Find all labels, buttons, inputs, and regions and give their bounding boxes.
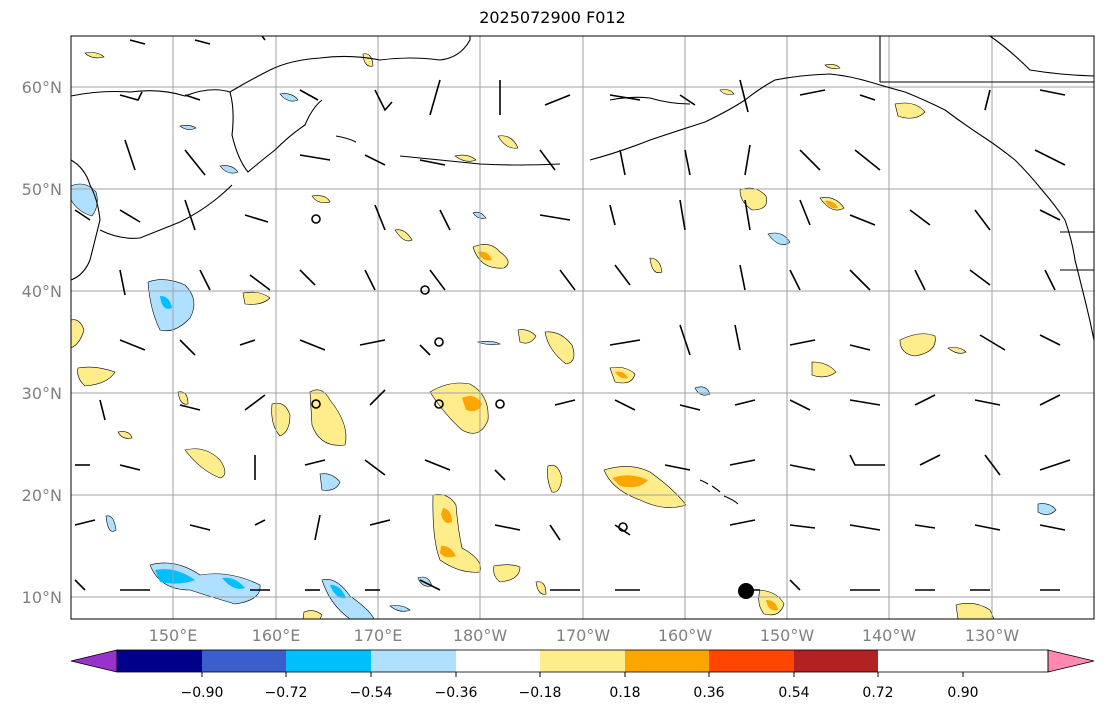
lat-label: 20°N [22,486,62,505]
colorbar-label: 0.90 [947,685,978,701]
lon-label: 170°W [556,626,611,645]
colorbar-cell [202,650,286,672]
colorbar-cell [794,650,878,672]
colorbar-cell [540,650,625,672]
map-area [70,35,1095,620]
colorbar-label: 0.54 [778,685,809,701]
lon-label: 150°W [760,626,815,645]
colorbar-label: −0.54 [350,685,393,701]
location-marker [738,583,754,599]
colorbar-extend-low [70,649,118,673]
colorbar-label: 0.36 [693,685,724,701]
colorbar-label: −0.72 [265,685,308,701]
lon-label: 150°E [149,626,198,645]
colorbar-cell [286,650,371,672]
colorbar-cell [456,650,540,672]
lon-label: 160°W [658,626,713,645]
lat-label: 30°N [22,384,62,403]
lon-label: 170°E [354,626,403,645]
negative-contours [70,93,1057,620]
longitude-labels: 150°E 160°E 170°E 180°W 170°W 160°W 150°… [149,626,1020,645]
lon-label: 130°W [965,626,1020,645]
coastlines [70,35,1095,505]
lon-label: 160°E [252,626,301,645]
lat-label: 60°N [22,78,62,97]
colorbar-label: −0.18 [519,685,562,701]
map-title: 2025072900 F012 [479,8,626,27]
graticule [71,36,1094,619]
wind-barbs [74,35,1071,591]
colorbar-label: −0.90 [181,685,224,701]
lat-label: 10°N [22,588,62,607]
colorbar-cell [625,650,709,672]
colorbar-cell [709,650,794,672]
colorbar-cell [371,650,456,672]
colorbar: −0.90 −0.72 −0.54 −0.36 −0.18 0.18 0.36 … [70,649,1095,701]
colorbar-label: −0.36 [435,685,478,701]
lon-label: 140°W [862,626,917,645]
colorbar-extend-high [1047,649,1095,673]
latitude-labels: 60°N 50°N 40°N 30°N 20°N 10°N [22,78,62,607]
colorbar-label: 0.18 [609,685,640,701]
positive-contours [70,52,995,620]
lat-label: 40°N [22,282,62,301]
calm-markers [311,214,628,532]
lon-label: 180°W [453,626,508,645]
colorbar-cell [117,650,202,672]
colorbar-label: 0.72 [862,685,893,701]
lat-label: 50°N [22,180,62,199]
